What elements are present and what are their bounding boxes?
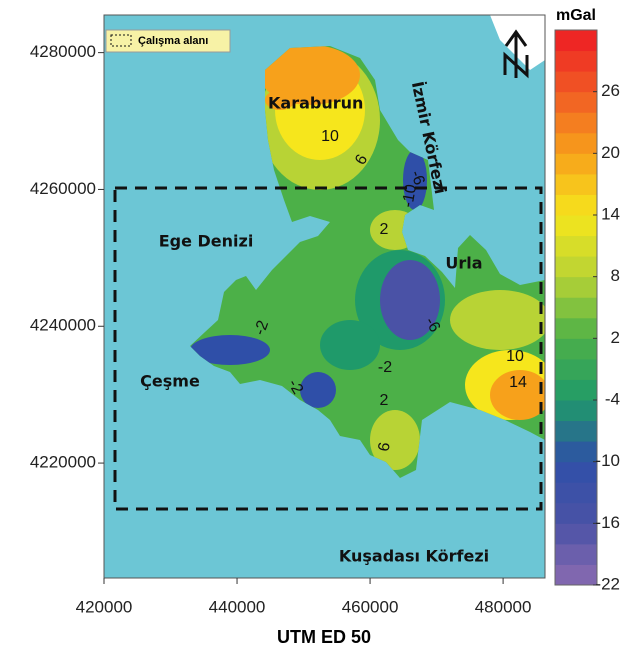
- x-tick-label: 480000: [475, 597, 532, 616]
- colorbar-tick-label: -22: [595, 574, 620, 593]
- place-label: Çeşme: [140, 372, 200, 391]
- colorbar-band: [555, 482, 597, 503]
- colorbar-title: mGal: [556, 7, 596, 24]
- x-axis-label: UTM ED 50: [277, 627, 371, 647]
- colorbar-band: [555, 523, 597, 544]
- contour-label: 14: [509, 374, 527, 391]
- colorbar-band: [555, 421, 597, 442]
- colorbar-band: [555, 112, 597, 133]
- contour-label: 2: [380, 392, 389, 409]
- colorbar-band: [555, 71, 597, 92]
- colorbar-band: [555, 462, 597, 483]
- colorbar-band: [555, 215, 597, 236]
- x-tick-label: 440000: [209, 597, 266, 616]
- colorbar-band: [555, 133, 597, 154]
- y-tick-label: 4240000: [30, 316, 96, 335]
- colorbar-band: [555, 564, 597, 585]
- colorbar-band: [555, 318, 597, 339]
- map-figure: Çalışma alanı Karaburun İzmir Körfezi Eg…: [0, 0, 624, 651]
- colorbar-band: [555, 30, 597, 51]
- colorbar-band: [555, 400, 597, 421]
- colorbar-band: [555, 51, 597, 72]
- colorbar-band: [555, 256, 597, 277]
- place-label: Kuşadası Körfezi: [339, 547, 489, 566]
- colorbar-tick-label: -10: [595, 451, 620, 470]
- x-tick-label: 420000: [76, 597, 133, 616]
- colorbar-band: [555, 359, 597, 380]
- colorbar-band: [555, 194, 597, 215]
- legend-label: Çalışma alanı: [138, 35, 208, 47]
- colorbar-band: [555, 174, 597, 195]
- colorbar-band: [555, 236, 597, 257]
- place-label: Karaburun: [268, 94, 363, 113]
- colorbar-band: [555, 544, 597, 565]
- contour-label: -2: [378, 359, 392, 376]
- colorbar-band: [555, 297, 597, 318]
- place-label: Urla: [445, 254, 482, 273]
- x-tick-label: 460000: [342, 597, 399, 616]
- colorbar-band: [555, 503, 597, 524]
- y-tick-label: 4260000: [30, 179, 96, 198]
- colorbar-tick-label: 2: [611, 328, 620, 347]
- colorbar-band: [555, 153, 597, 174]
- colorbar-band: [555, 441, 597, 462]
- colorbar-tick-label: 26: [601, 81, 620, 100]
- colorbar-tick-label: 14: [601, 204, 620, 223]
- contour-label: 10: [506, 348, 524, 365]
- contour-label: 10: [321, 128, 339, 145]
- contour-label: 2: [380, 221, 389, 238]
- y-tick-label: 4220000: [30, 453, 96, 472]
- colorbar-tick-label: -4: [605, 389, 620, 408]
- colorbar-tick-label: 8: [611, 266, 620, 285]
- colorbar-tick-label: 20: [601, 143, 620, 162]
- colorbar-tick-label: -16: [595, 513, 620, 532]
- colorbar-band: [555, 277, 597, 298]
- y-tick-label: 4280000: [30, 42, 96, 61]
- colorbar-band: [555, 92, 597, 113]
- colorbar-band: [555, 338, 597, 359]
- colorbar-band: [555, 379, 597, 400]
- place-label: Ege Denizi: [159, 232, 254, 251]
